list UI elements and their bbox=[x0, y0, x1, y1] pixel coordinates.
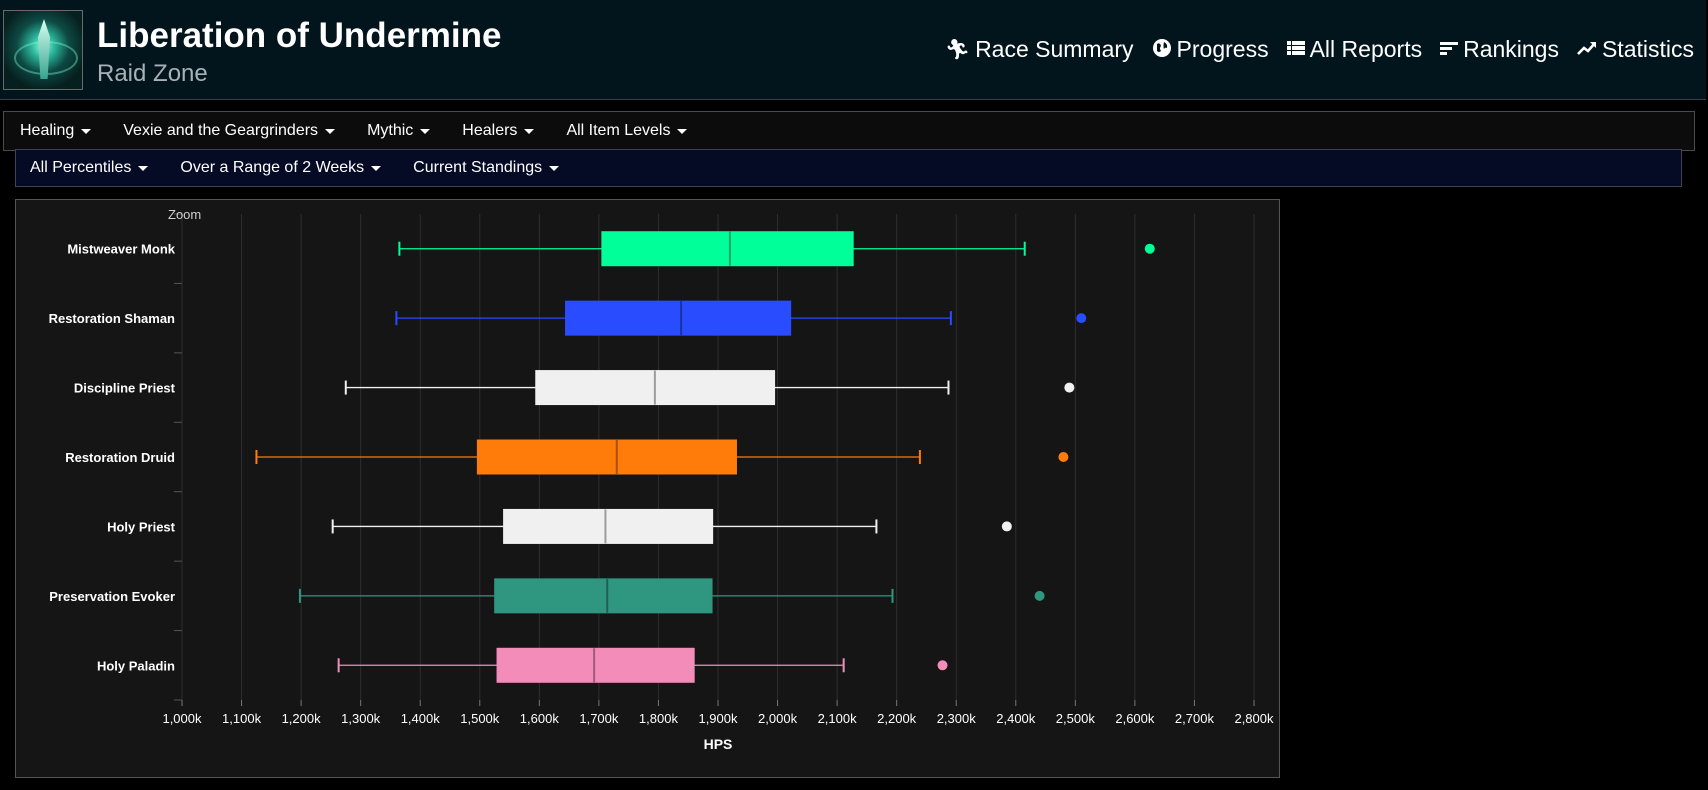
category-label: Mistweaver Monk bbox=[67, 242, 175, 257]
filter-bar-secondary: All Percentiles Over a Range of 2 Weeks … bbox=[15, 149, 1682, 187]
x-tick-label: 2,500k bbox=[1056, 711, 1096, 726]
zone-subtitle: Raid Zone bbox=[97, 60, 208, 87]
filter-bar-primary: Healing Vexie and the Geargrinders Mythi… bbox=[3, 111, 1695, 151]
runner-icon: 🏃︎ bbox=[944, 38, 971, 61]
caret-down-icon bbox=[138, 165, 149, 171]
dropdown-time-range-label: Over a Range of 2 Weeks bbox=[180, 159, 365, 176]
list-icon bbox=[1286, 40, 1305, 60]
dropdown-role[interactable]: Healers bbox=[462, 122, 535, 140]
dropdown-percentiles-label: All Percentiles bbox=[30, 159, 132, 176]
caret-down-icon bbox=[325, 128, 336, 134]
x-tick-label: 1,400k bbox=[401, 711, 441, 726]
outlier-point bbox=[937, 660, 948, 671]
dropdown-item-level[interactable]: All Item Levels bbox=[566, 122, 688, 140]
caret-down-icon bbox=[420, 128, 431, 134]
x-tick-label: 2,400k bbox=[996, 711, 1036, 726]
boxplot-chart[interactable]: 1,000k 1,100k 1,200k 1,300k 1,400k 1,500k 1,60… bbox=[16, 200, 1279, 777]
x-tick-label: 1,300k bbox=[341, 711, 381, 726]
x-tick-label: 2,100k bbox=[818, 711, 858, 726]
nav-all-reports[interactable]: All Reports bbox=[1286, 36, 1423, 63]
box bbox=[535, 370, 776, 406]
caret-down-icon bbox=[524, 128, 535, 134]
x-axis-label: HPS bbox=[704, 736, 733, 752]
caret-down-icon bbox=[81, 128, 92, 134]
outlier-point bbox=[1064, 382, 1075, 393]
dropdown-percentiles[interactable]: All Percentiles bbox=[30, 159, 149, 177]
globe-icon bbox=[1152, 38, 1172, 62]
category-label: Discipline Priest bbox=[74, 381, 176, 396]
outlier-point bbox=[1058, 452, 1069, 462]
x-tick-label: 1,900k bbox=[698, 711, 738, 726]
box bbox=[601, 231, 854, 267]
dropdown-metric[interactable]: Healing bbox=[20, 122, 92, 140]
nav-statistics-label: Statistics bbox=[1601, 36, 1694, 62]
caret-down-icon bbox=[549, 165, 560, 171]
top-navigation: 🏃︎ Race Summary Progress All Reports Ran… bbox=[927, 36, 1694, 63]
box bbox=[503, 508, 714, 544]
box bbox=[496, 647, 695, 683]
box bbox=[494, 578, 713, 614]
category-label: Restoration Druid bbox=[65, 450, 175, 465]
x-tick-label: 2,000k bbox=[758, 711, 798, 726]
dropdown-item-level-label: All Item Levels bbox=[566, 122, 671, 139]
zoom-label: Zoom bbox=[168, 207, 202, 222]
outlier-point bbox=[1034, 590, 1045, 601]
zone-header: Liberation of Undermine Raid Zone 🏃︎ Rac… bbox=[0, 0, 1706, 100]
x-tick-label: 1,200k bbox=[282, 711, 322, 726]
dropdown-standings[interactable]: Current Standings bbox=[413, 159, 560, 177]
dropdown-standings-label: Current Standings bbox=[413, 159, 543, 176]
dropdown-difficulty[interactable]: Mythic bbox=[367, 122, 431, 140]
x-tick-label: 1,700k bbox=[579, 711, 619, 726]
nav-race-summary-label: Race Summary bbox=[975, 36, 1134, 62]
category-label: Holy Priest bbox=[107, 519, 176, 534]
nav-all-reports-label: All Reports bbox=[1309, 36, 1423, 62]
nav-progress-label: Progress bbox=[1176, 36, 1269, 62]
dropdown-role-label: Healers bbox=[462, 122, 518, 139]
caret-down-icon bbox=[677, 128, 688, 134]
dropdown-encounter[interactable]: Vexie and the Geargrinders bbox=[123, 122, 336, 140]
box bbox=[476, 439, 737, 475]
box bbox=[565, 300, 792, 336]
x-tick-label: 1,600k bbox=[520, 711, 560, 726]
outlier-point bbox=[1001, 521, 1012, 532]
zone-icon bbox=[3, 10, 83, 90]
category-label: Preservation Evoker bbox=[49, 589, 175, 604]
bars-icon bbox=[1440, 40, 1459, 60]
nav-rankings-label: Rankings bbox=[1463, 36, 1559, 62]
x-tick-label: 2,200k bbox=[877, 711, 917, 726]
x-tick-label: 1,100k bbox=[222, 711, 262, 726]
dropdown-time-range[interactable]: Over a Range of 2 Weeks bbox=[180, 159, 382, 177]
x-tick-label: 1,500k bbox=[460, 711, 500, 726]
x-tick-label: 2,700k bbox=[1175, 711, 1215, 726]
trend-icon bbox=[1577, 40, 1597, 60]
outlier-point bbox=[1144, 243, 1155, 254]
nav-progress[interactable]: Progress bbox=[1152, 36, 1269, 63]
category-label: Holy Paladin bbox=[97, 658, 175, 673]
dropdown-difficulty-label: Mythic bbox=[367, 122, 414, 139]
x-tick-label: 2,300k bbox=[937, 711, 977, 726]
zone-title: Liberation of Undermine bbox=[97, 16, 502, 55]
x-tick-label: 1,000k bbox=[162, 711, 202, 726]
nav-rankings[interactable]: Rankings bbox=[1440, 36, 1559, 63]
category-label: Restoration Shaman bbox=[49, 311, 175, 326]
x-tick-label: 2,800k bbox=[1234, 711, 1274, 726]
nav-race-summary[interactable]: 🏃︎ Race Summary bbox=[945, 36, 1134, 63]
caret-down-icon bbox=[371, 165, 382, 171]
dropdown-metric-label: Healing bbox=[20, 122, 75, 139]
dropdown-encounter-label: Vexie and the Geargrinders bbox=[123, 122, 319, 139]
x-tick-label: 2,600k bbox=[1115, 711, 1155, 726]
x-tick-label: 1,800k bbox=[639, 711, 679, 726]
boxplot-chart-panel[interactable]: 1,000k 1,100k 1,200k 1,300k 1,400k 1,500k 1,60… bbox=[15, 199, 1280, 778]
nav-statistics[interactable]: Statistics bbox=[1577, 36, 1694, 63]
outlier-point bbox=[1076, 313, 1087, 324]
